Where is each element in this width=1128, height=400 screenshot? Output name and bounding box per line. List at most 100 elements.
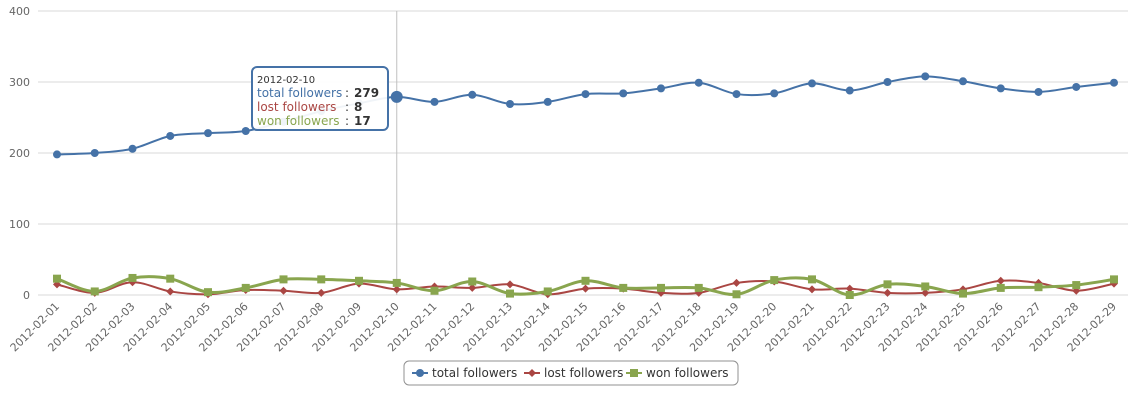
lost-followers-point[interactable] (732, 278, 741, 287)
won-followers-point[interactable] (468, 277, 477, 286)
won-followers-point[interactable] (732, 290, 741, 299)
won-followers-point[interactable] (1072, 281, 1081, 290)
lost-followers-point[interactable] (392, 285, 401, 294)
legend-label: lost followers (544, 366, 623, 380)
lost-followers-point[interactable] (883, 288, 892, 297)
won-followers-point[interactable] (506, 289, 514, 298)
won-followers-point[interactable] (128, 273, 137, 282)
total-followers-markers (53, 72, 1118, 159)
total-followers-point[interactable] (657, 84, 665, 93)
total-followers-point[interactable] (959, 77, 967, 86)
total-followers-point[interactable] (921, 72, 930, 81)
won-followers-point[interactable] (430, 286, 439, 295)
won-followers-point[interactable] (317, 275, 326, 284)
series-layer (53, 72, 1118, 299)
total-followers-point[interactable] (128, 144, 137, 153)
total-followers-point[interactable] (732, 90, 741, 99)
legend-label: won followers (646, 366, 729, 380)
legend-swatch-marker (416, 369, 424, 377)
won-followers-point[interactable] (694, 283, 703, 292)
lost-followers-point[interactable] (279, 286, 288, 295)
y-tick-label: 300 (9, 76, 30, 89)
lost-followers-point[interactable] (317, 288, 326, 297)
y-tick-label: 100 (9, 218, 30, 231)
total-followers-point[interactable] (430, 97, 439, 106)
total-followers-point[interactable] (241, 126, 250, 135)
tooltip-box (251, 66, 389, 131)
total-followers-line (56, 75, 1115, 156)
lost-followers-point[interactable] (581, 284, 590, 293)
y-axis: 0 100 200 300 400 (9, 5, 30, 302)
total-followers-point[interactable] (204, 129, 212, 138)
won-followers-point[interactable] (392, 278, 401, 287)
x-axis: 2012-02-012012-02-022012-02-032012-02-04… (8, 300, 1119, 354)
total-followers-point[interactable] (1034, 87, 1043, 96)
total-followers-point[interactable] (845, 86, 854, 95)
tooltip-colon: : (345, 86, 349, 100)
won-followers-point[interactable] (959, 289, 967, 298)
tooltip-value: 17 (354, 114, 371, 128)
won-followers-point[interactable] (543, 287, 552, 296)
total-followers-point[interactable] (808, 79, 816, 88)
won-followers-point[interactable] (279, 275, 288, 284)
legend-swatch-marker (528, 369, 536, 377)
won-followers-point[interactable] (1110, 275, 1118, 284)
grid-lines (38, 10, 1128, 296)
total-followers-point[interactable] (996, 84, 1005, 93)
won-followers-point[interactable] (770, 276, 779, 285)
lost-followers-point[interactable] (166, 287, 175, 296)
tooltip-value: 8 (354, 100, 362, 114)
lost-followers-point[interactable] (996, 276, 1005, 285)
lost-followers-point[interactable] (468, 283, 477, 292)
won-followers-point[interactable] (657, 283, 665, 292)
won-followers-point[interactable] (90, 287, 99, 296)
won-followers-point[interactable] (1034, 283, 1043, 292)
total-followers-point[interactable] (581, 90, 590, 99)
total-followers-point[interactable] (53, 150, 61, 159)
total-followers-point[interactable] (543, 97, 552, 106)
won-followers-point[interactable] (355, 276, 363, 285)
total-followers-point[interactable] (468, 90, 477, 99)
total-followers-point[interactable] (770, 89, 779, 98)
won-followers-point[interactable] (808, 275, 816, 284)
legend-item-lost-followers[interactable]: lost followers (524, 366, 623, 380)
won-followers-point[interactable] (619, 283, 628, 292)
won-followers-point[interactable] (166, 274, 175, 283)
won-followers-point[interactable] (883, 280, 892, 289)
total-followers-point[interactable] (1072, 82, 1081, 91)
tooltip-label: won followers (257, 114, 340, 128)
lost-followers-point[interactable] (506, 280, 514, 289)
total-followers-point[interactable] (694, 78, 703, 87)
total-followers-point[interactable] (390, 90, 403, 103)
tooltip-label: lost followers (257, 100, 336, 114)
tooltip-value: 279 (354, 86, 379, 100)
tooltip-colon: : (345, 100, 349, 114)
won-followers-point[interactable] (204, 288, 212, 297)
total-followers-point[interactable] (883, 78, 892, 86)
total-followers-point[interactable] (1110, 78, 1118, 87)
legend-item-total-followers[interactable]: total followers (412, 366, 517, 380)
won-followers-point[interactable] (921, 282, 930, 291)
lost-followers-point[interactable] (921, 288, 930, 297)
legend-item-won-followers[interactable]: won followers (626, 366, 729, 380)
won-followers-point[interactable] (845, 291, 854, 299)
total-followers-point[interactable] (506, 100, 514, 109)
tooltip-colon: : (345, 114, 349, 128)
won-followers-point[interactable] (53, 274, 61, 283)
legend: total followers lost followers won followe… (403, 360, 739, 386)
legend-swatch-marker (630, 369, 638, 377)
lost-followers-point[interactable] (808, 285, 816, 294)
won-followers-point[interactable] (996, 283, 1005, 292)
y-tick-label: 0 (23, 289, 30, 302)
lost-followers-point[interactable] (845, 284, 854, 293)
total-followers-point[interactable] (619, 89, 628, 98)
won-followers-point[interactable] (241, 283, 250, 292)
y-tick-label: 200 (9, 147, 30, 160)
won-followers-point[interactable] (581, 276, 590, 285)
total-followers-point[interactable] (90, 149, 99, 157)
total-followers-point[interactable] (166, 131, 175, 140)
won-followers-markers (53, 273, 1118, 299)
legend-box (403, 360, 739, 386)
